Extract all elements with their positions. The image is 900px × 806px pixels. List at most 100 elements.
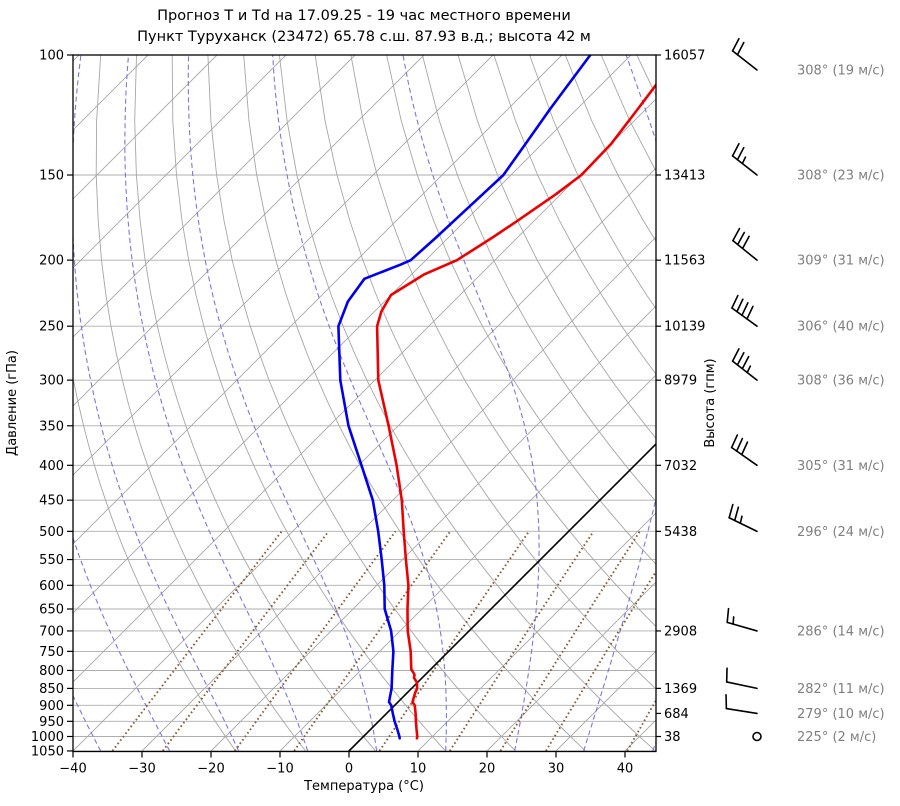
pressure-tick-label: 950 [39,715,64,730]
mixing-ratio-line [545,569,656,752]
mixing-ratio-line [626,698,656,752]
barb-staff [732,239,758,261]
temperature-tick-label: −40 [59,762,86,777]
pressure-tick-label: 850 [39,682,64,697]
temperature-tick-label: −10 [266,762,293,777]
barb-staff [731,155,758,176]
dry-adiabat-line [386,55,656,565]
wind-label: 279° (10 м/с) [797,707,885,722]
wind-barb [730,434,758,467]
wind-label: 296° (24 м/с) [797,525,885,540]
isotherm-line [486,581,656,752]
pressure-tick-label: 150 [39,169,64,184]
moist-adiabat-line [73,536,171,752]
isotherm-line [348,443,656,752]
pressure-tick-label: 800 [39,664,64,679]
dry-adiabat-line [243,55,586,752]
dry-adiabat-line [134,55,376,752]
barb-full-feather [726,607,730,624]
isotherm-line [73,55,494,476]
mixing-ratio-line [162,530,330,752]
mixing-ratio-line [499,530,641,752]
temperature-tick-label: 30 [548,762,565,777]
pressure-tick-label: 450 [39,494,64,509]
dry-adiabat-line [636,55,656,97]
height-tick-label: 13413 [664,169,705,184]
wind-barb [732,227,758,261]
barb-half-feather [746,365,752,374]
zero-isotherm-group [347,442,656,752]
barb-full-feather [735,437,744,452]
wind-barb [726,607,758,632]
dry-adiabat-line [73,375,236,752]
pressure-tick-label: 550 [39,553,64,568]
barb-full-feather [736,351,745,366]
isotherm-line [279,374,656,752]
dry-adiabat-line [457,55,656,440]
profile-curves-group [337,55,656,740]
pressure-tick-label: 750 [39,645,64,660]
pressure-gridlines-group [73,55,656,752]
zero-isotherm-line [347,442,656,752]
isotherm-line [555,650,656,752]
barb-staff [730,446,758,467]
barb-full-feather [736,298,744,313]
pressure-tick-label: 1000 [31,730,64,745]
isotherm-line [141,236,656,752]
barb-half-feather [741,156,747,165]
barb-full-feather [740,441,749,456]
height-tick-label: 2908 [664,624,697,639]
height-tick-label: 5438 [664,525,697,540]
barb-full-feather [736,146,745,161]
moist-adiabats-group [73,55,656,752]
barb-full-feather [731,37,740,52]
pressure-tick-label: 200 [39,254,64,269]
moist-adiabat-line [73,694,102,752]
barb-staff [731,307,758,327]
pressure-tick-label: 700 [39,624,64,639]
temperature-axis-label: Температура (°C) [303,779,424,794]
mixing-ratio-lines-group [111,530,656,752]
height-tick-label: 8979 [664,374,697,389]
height-tick-label: 1369 [664,682,697,697]
wind-barb [752,731,762,742]
isotherm-line [73,55,149,131]
barb-full-feather [736,231,746,246]
moist-adiabat-line [124,55,309,752]
moist-adiabat-line [73,55,240,752]
wind-label: 308° (36 м/с) [797,374,885,389]
moist-adiabat-line [402,55,540,751]
mixing-ratio-line [293,530,452,752]
barb-full-feather [741,302,749,317]
pressure-tick-label: 650 [39,603,64,618]
dry-adiabat-line [350,55,656,628]
wind-label: 308° (23 м/с) [797,169,885,184]
isotherm-line [210,305,656,752]
wind-barb [725,667,758,690]
isotherm-line [73,55,287,269]
chart-title-line2: Пункт Туруханск (23472) 65.78 с.ш. 87.93… [137,29,591,45]
pressure-tick-label: 900 [39,699,64,714]
pressure-tick-label: 350 [39,419,64,434]
calm-circle-icon [752,731,762,742]
isotherm-line [73,55,563,545]
temperature-curve [375,82,656,740]
isotherm-line [73,55,356,338]
barb-full-feather [741,355,750,370]
temperature-tick-label: 10 [410,762,427,777]
dewpoint-curve [337,55,592,740]
temperature-tick-label: −30 [128,762,155,777]
dry-adiabat-line [278,55,656,752]
barb-staff [725,707,758,715]
mixing-ratio-line [378,530,530,752]
dry-adiabat-line [171,55,446,752]
dry-adiabat-line [314,55,656,690]
barb-full-feather [731,294,739,309]
wind-label: 305° (31 м/с) [797,459,885,474]
temperature-tick-label: 0 [345,762,353,777]
wind-barbs-column: 308° (19 м/с) 308° (23 м/с) 309° (31 м/с) 3… [725,37,885,745]
moist-adiabat-line [272,55,447,751]
barb-staff [731,360,758,381]
dry-adiabats-group [73,55,656,752]
pressure-axis-label: Давление (гПа) [5,350,20,456]
